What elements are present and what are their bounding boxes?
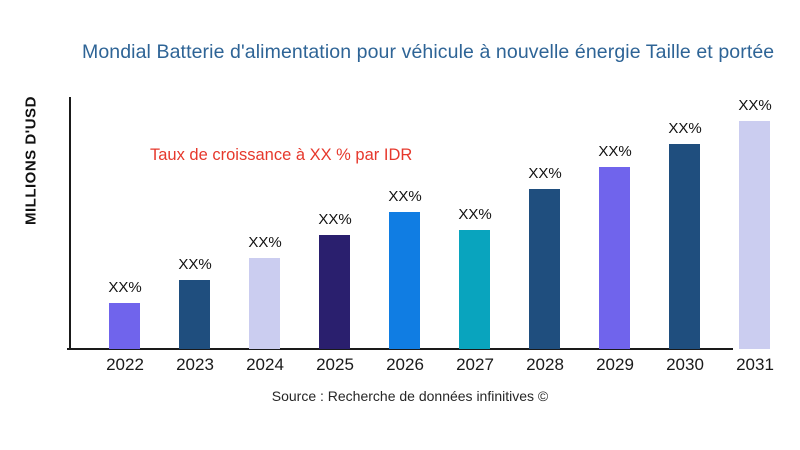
- bar-value-label: XX%: [528, 165, 562, 182]
- x-axis-line: [67, 348, 733, 350]
- y-axis-line: [69, 97, 71, 349]
- bar-2028: [529, 189, 560, 349]
- x-tick-label: 2031: [736, 355, 774, 374]
- chart-title: Mondial Batterie d'alimentation pour véh…: [82, 41, 775, 63]
- x-tick-label: 2026: [386, 355, 424, 374]
- bar-value-label: XX%: [248, 234, 282, 251]
- bar-value-label: XX%: [178, 256, 212, 273]
- bar-2026: [389, 212, 420, 349]
- x-tick-label: 2023: [176, 355, 214, 374]
- bar-2022: [109, 303, 140, 349]
- x-tick-label: 2030: [666, 355, 704, 374]
- bar-value-label: XX%: [668, 120, 702, 137]
- x-tick-label: 2027: [456, 355, 494, 374]
- x-tick-label: 2025: [316, 355, 354, 374]
- x-tick-label: 2028: [526, 355, 564, 374]
- bar-value-label: XX%: [458, 206, 492, 223]
- source-credit: Source : Recherche de données infinitive…: [271, 388, 549, 404]
- bar-value-label: XX%: [598, 143, 632, 160]
- x-tick-label: 2022: [106, 355, 144, 374]
- bar-value-label: XX%: [388, 188, 422, 205]
- x-tick-label: 2024: [246, 355, 284, 374]
- bar-2029: [599, 167, 630, 349]
- bar-2030: [669, 144, 700, 349]
- bar-2023: [179, 280, 210, 349]
- bar-value-label: XX%: [318, 211, 352, 228]
- bar-2027: [459, 230, 490, 349]
- y-axis-label: MILLIONS D'USD: [22, 96, 40, 226]
- x-tick-label: 2029: [596, 355, 634, 374]
- growth-rate-annotation: Taux de croissance à XX % par IDR: [150, 146, 413, 164]
- bar-2025: [319, 235, 350, 349]
- bar-value-label: XX%: [108, 279, 142, 296]
- bar-2031: [739, 121, 770, 349]
- bar-2024: [249, 258, 280, 349]
- bar-value-label: XX%: [738, 97, 772, 114]
